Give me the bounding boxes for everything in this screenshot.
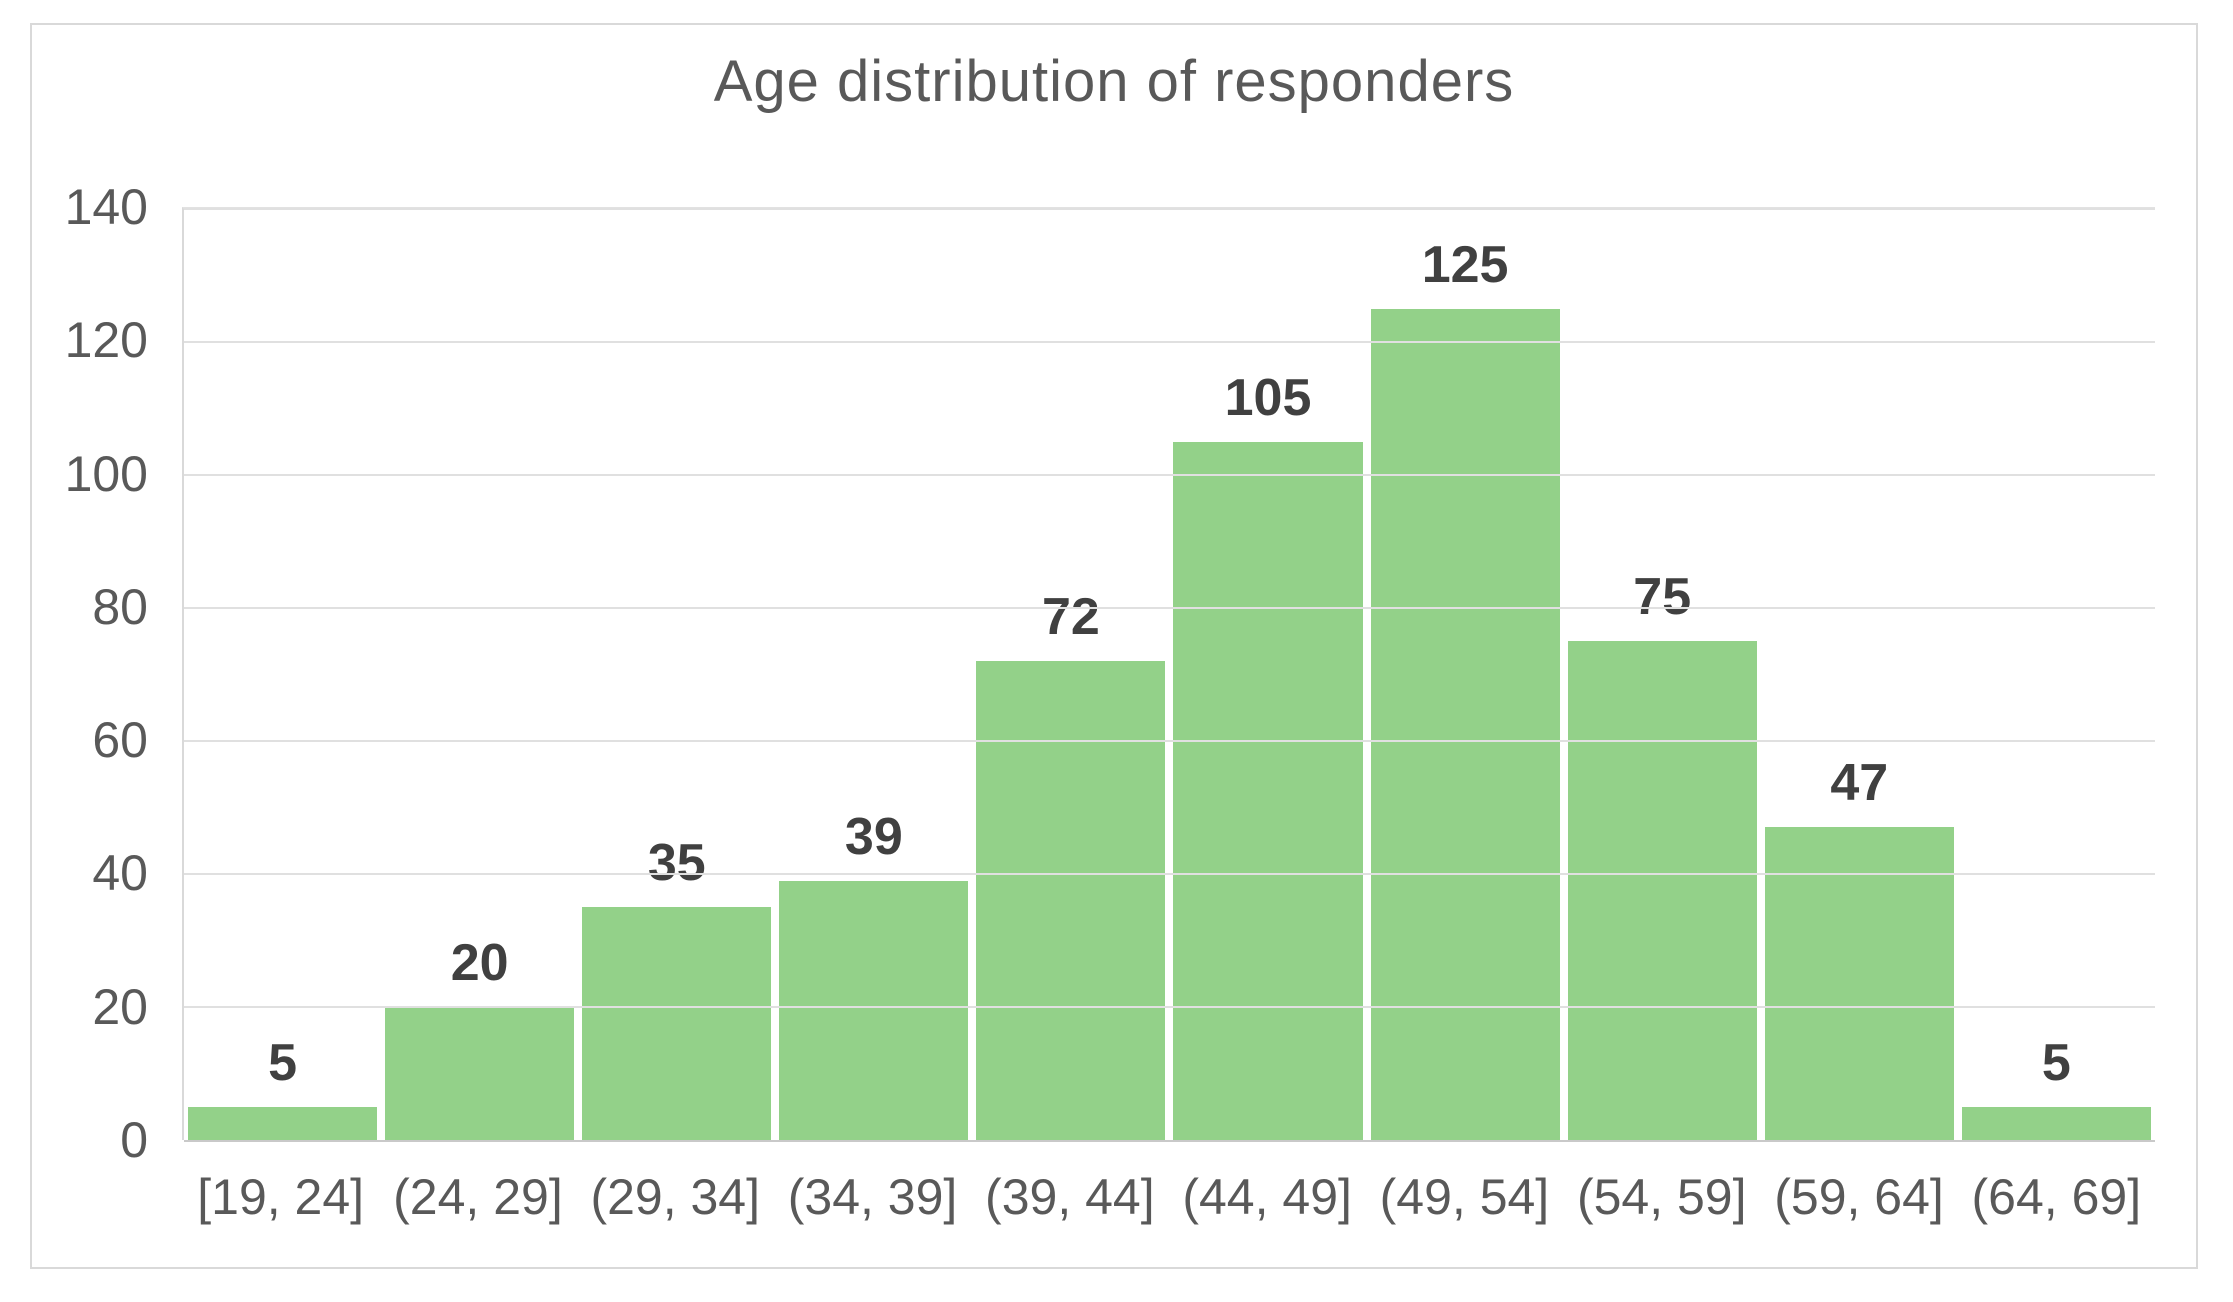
bar-slot: 20 xyxy=(381,209,578,1140)
x-tick-label: (29, 34] xyxy=(590,1169,761,1225)
y-tick-label: 20 xyxy=(92,978,148,1035)
bar-slot: 5 xyxy=(184,209,381,1140)
bar xyxy=(1567,641,1757,1140)
bar-slot: 105 xyxy=(1169,209,1366,1140)
y-tick-label: 0 xyxy=(120,1112,148,1168)
x-tick-label: (59, 64] xyxy=(1774,1169,1944,1225)
bar-value-label: 125 xyxy=(1421,235,1509,294)
x-tick-label: (54, 59] xyxy=(1576,1169,1747,1225)
chart-title: Age distribution of responders xyxy=(713,49,1515,114)
gridline-120 xyxy=(184,340,2155,343)
x-axis-line xyxy=(184,1140,2155,1142)
gridline-100 xyxy=(184,473,2155,476)
bar-value-label: 47 xyxy=(1830,754,1889,813)
y-tick-label: 140 xyxy=(64,179,148,235)
bar-value-label: 75 xyxy=(1633,568,1692,627)
bar xyxy=(1961,1106,2151,1140)
bars-layer: 5 20 35 39 72 105 125 75 47 5 xyxy=(184,209,2155,1140)
bar-value-label: 20 xyxy=(450,934,509,993)
bar-value-label: 5 xyxy=(268,1033,297,1092)
bar-value-label: 105 xyxy=(1224,368,1312,427)
x-tick-label: (44, 49] xyxy=(1182,1169,1352,1225)
gridline-40 xyxy=(184,873,2155,875)
y-tick-label: 120 xyxy=(64,312,148,369)
bar-slot: 72 xyxy=(972,209,1169,1140)
gridline-60 xyxy=(184,739,2155,742)
x-tick-label: (24, 29] xyxy=(393,1169,563,1225)
x-tick-label: (64, 69] xyxy=(1971,1169,2142,1225)
x-axis: [19, 24] (24, 29] (29, 34] (34, 39] (39, 44]… xyxy=(182,1168,2155,1226)
bar-slot: 47 xyxy=(1761,209,1958,1140)
plot-area: 5 20 35 39 72 105 125 75 47 5 xyxy=(182,207,2155,1142)
x-tick-label: (39, 44] xyxy=(985,1169,1155,1225)
x-tick-label: (34, 39] xyxy=(787,1169,958,1225)
bar-value-label: 35 xyxy=(647,834,706,893)
bar xyxy=(1764,827,1954,1140)
bar-value-label: 72 xyxy=(1042,588,1100,647)
y-axis: 0 20 40 60 80 100 120 140 xyxy=(0,179,148,1168)
y-tick-label: 80 xyxy=(92,578,148,635)
bar xyxy=(188,1106,378,1140)
gridline-80 xyxy=(184,607,2155,609)
y-tick-label: 100 xyxy=(64,445,148,502)
x-tick-label: [19, 24] xyxy=(197,1169,365,1225)
bar-slot: 35 xyxy=(578,209,775,1140)
bar-slot: 75 xyxy=(1564,209,1761,1140)
bar-value-label: 39 xyxy=(844,807,903,866)
bar-slot: 5 xyxy=(1958,209,2155,1140)
bar xyxy=(1370,308,1560,1140)
gridline-20 xyxy=(184,1006,2155,1008)
y-tick-label: 40 xyxy=(92,845,148,902)
x-tick-label: (49, 54] xyxy=(1379,1169,1550,1225)
bar xyxy=(779,880,969,1140)
bar xyxy=(385,1007,575,1140)
gridline-140 xyxy=(184,208,2155,210)
bar-value-label: 5 xyxy=(2041,1033,2071,1092)
bar-slot: 125 xyxy=(1367,209,1564,1140)
bar xyxy=(976,661,1166,1140)
bar xyxy=(1173,441,1363,1140)
bar-slot: 39 xyxy=(775,209,972,1140)
y-tick-label: 60 xyxy=(92,712,148,769)
bar xyxy=(582,907,772,1140)
